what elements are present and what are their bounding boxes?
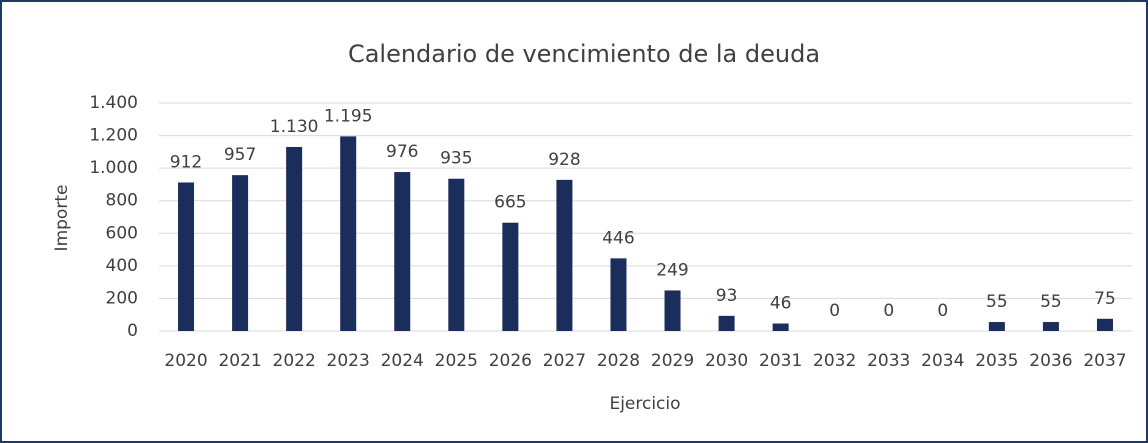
bar — [664, 290, 681, 331]
x-tick-label: 2028 — [597, 351, 640, 371]
data-label: 55 — [986, 292, 1008, 312]
y-tick-label: 1.400 — [89, 93, 138, 113]
data-label: 46 — [770, 294, 792, 314]
bar — [718, 315, 735, 331]
x-tick-label: 2033 — [867, 351, 910, 371]
y-tick-label: 200 — [106, 288, 138, 308]
bar — [502, 222, 519, 331]
data-label: 75 — [1094, 289, 1116, 309]
chart-title: Calendario de vencimiento de la deuda — [348, 40, 820, 68]
data-label: 0 — [883, 301, 894, 321]
data-label: 0 — [937, 301, 948, 321]
data-label: 1.195 — [324, 106, 373, 126]
x-tick-label: 2036 — [1029, 351, 1072, 371]
data-label: 957 — [224, 145, 256, 165]
data-label: 55 — [1040, 292, 1062, 312]
x-tick-label: 2031 — [759, 351, 802, 371]
y-tick-label: 400 — [106, 256, 138, 276]
bar — [178, 182, 195, 331]
data-label: 0 — [829, 301, 840, 321]
y-tick-label: 1.200 — [89, 126, 138, 146]
bar — [988, 322, 1005, 331]
bar — [232, 175, 249, 331]
y-tick-label: 800 — [106, 191, 138, 211]
y-tick-label: 600 — [106, 223, 138, 243]
x-tick-label: 2024 — [381, 351, 424, 371]
x-tick-label: 2035 — [975, 351, 1018, 371]
data-label: 935 — [440, 149, 472, 169]
y-tick-label: 1.000 — [89, 158, 138, 178]
x-tick-label: 2034 — [921, 351, 964, 371]
bar — [340, 136, 357, 331]
x-tick-label: 2025 — [435, 351, 478, 371]
x-tick-label: 2037 — [1083, 351, 1126, 371]
x-tick-label: 2030 — [705, 351, 748, 371]
data-label: 928 — [548, 150, 580, 170]
data-label: 446 — [602, 228, 634, 248]
bar — [772, 323, 789, 331]
data-label: 912 — [170, 152, 202, 172]
x-tick-label: 2027 — [543, 351, 586, 371]
bar — [610, 258, 627, 331]
bar — [556, 179, 573, 331]
y-tick-label: 0 — [127, 321, 138, 341]
x-tick-label: 2021 — [218, 351, 261, 371]
x-tick-label: 2026 — [489, 351, 532, 371]
data-label: 1.130 — [270, 117, 319, 137]
x-tick-label: 2020 — [164, 351, 207, 371]
data-label: 93 — [716, 286, 738, 306]
bar — [1042, 322, 1059, 331]
data-label: 665 — [494, 193, 526, 213]
x-axis-label: Ejercicio — [609, 394, 680, 414]
data-label: 249 — [656, 260, 688, 280]
bar — [448, 178, 465, 331]
x-tick-label: 2029 — [651, 351, 694, 371]
x-tick-label: 2032 — [813, 351, 856, 371]
data-label: 976 — [386, 142, 418, 162]
y-axis-label: Importe — [52, 185, 72, 252]
bar — [1096, 318, 1113, 331]
x-tick-label: 2022 — [273, 351, 316, 371]
x-tick-label: 2023 — [327, 351, 370, 371]
bar — [394, 172, 411, 331]
bar — [286, 146, 303, 331]
